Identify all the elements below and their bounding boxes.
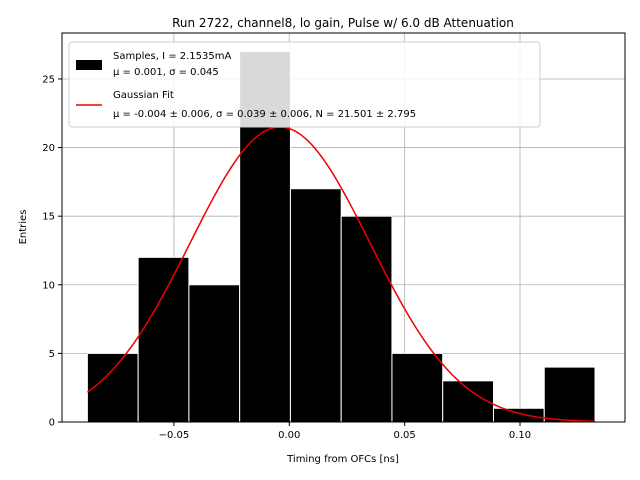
histogram-bar: [442, 380, 494, 423]
y-axis-label: Entries: [18, 210, 29, 245]
legend-fit-stats: μ = -0.004 ± 0.006, σ = 0.039 ± 0.006, N…: [113, 109, 416, 120]
histogram-bar: [86, 352, 139, 423]
legend-fit-label: Gaussian Fit: [113, 90, 174, 101]
y-axis-ticks: 0 5 10 15 20 25: [42, 74, 62, 429]
y-tick-label: 20: [42, 143, 55, 154]
x-tick-label: 0.05: [394, 430, 416, 441]
x-tick-label: −0.05: [159, 430, 190, 441]
histogram-bar: [188, 284, 241, 423]
y-tick-label: 0: [49, 418, 55, 429]
x-axis-label: Timing from OFCs [ns]: [286, 454, 399, 465]
histogram-bar: [492, 407, 545, 423]
legend-samples-label: Samples, I = 2.1535mA: [113, 51, 231, 62]
histogram-bar: [137, 256, 190, 423]
legend-samples-stats: μ = 0.001, σ = 0.045: [113, 67, 219, 78]
histogram-bar: [289, 188, 342, 423]
gaussian-fit-line: [86, 126, 596, 423]
y-tick-label: 5: [49, 349, 55, 360]
x-tick-label: 0.10: [509, 430, 531, 441]
histogram-bar: [543, 366, 596, 423]
y-tick-label: 15: [42, 212, 55, 223]
legend-samples-swatch: [76, 60, 102, 70]
x-axis-ticks: −0.05 0.00 0.05 0.10: [159, 422, 531, 441]
legend: Samples, I = 2.1535mA μ = 0.001, σ = 0.0…: [68, 41, 541, 128]
x-tick-label: 0.00: [278, 430, 300, 441]
y-tick-label: 25: [42, 74, 55, 85]
y-tick-label: 10: [42, 280, 55, 291]
histogram-bar: [340, 215, 393, 423]
axes-frame: [61, 32, 626, 423]
fit-curve-group: [86, 126, 596, 423]
histogram-bar: [391, 352, 444, 423]
legend-box: [68, 41, 541, 128]
chart-title: Run 2722, channel8, lo gain, Pulse w/ 6.…: [172, 16, 514, 30]
